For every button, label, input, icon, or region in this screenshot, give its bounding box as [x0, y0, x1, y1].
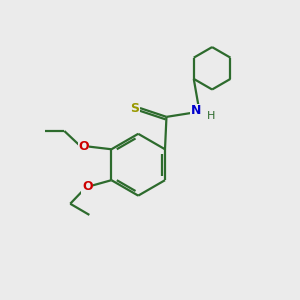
Text: N: N — [191, 104, 201, 118]
Text: S: S — [130, 101, 139, 115]
Text: H: H — [206, 111, 215, 121]
Text: O: O — [78, 140, 89, 153]
Text: O: O — [82, 181, 93, 194]
